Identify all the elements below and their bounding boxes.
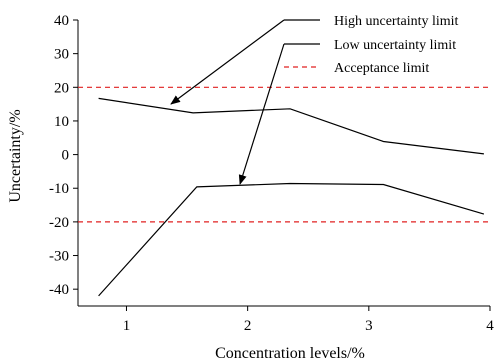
series-line-1 [98, 97, 484, 155]
arrow-high-limit [170, 19, 285, 105]
y-tick-label: -40 [49, 282, 69, 298]
y-tick-label: -20 [49, 215, 69, 231]
x-axis: 1 2 3 4 [78, 305, 494, 334]
y-tick-label: -10 [49, 181, 69, 197]
y-axis: 40 30 20 10 0 -10 -20 -30 -40 [49, 13, 79, 306]
legend-label-2: Low uncertainty limit [334, 38, 456, 53]
legend-label-1: High uncertainty limit [334, 14, 459, 29]
x-tick-label: 4 [486, 318, 494, 334]
x-tick-label: 1 [123, 318, 131, 334]
series-line-2 [98, 182, 485, 297]
x-axis-title: Concentration levels/% [215, 345, 365, 362]
series-group [78, 86, 490, 297]
y-tick-label: 40 [54, 13, 69, 29]
y-tick-label: 0 [62, 148, 70, 164]
legend-label-3: Acceptance limit [334, 61, 429, 76]
y-axis-title: Uncertainty/% [7, 109, 24, 202]
arrow-low-limit [238, 43, 285, 185]
y-tick-label: -30 [49, 249, 69, 265]
x-tick-label: 3 [365, 318, 373, 334]
y-tick-label: 30 [54, 47, 69, 63]
legend: High uncertainty limit Low uncertainty li… [284, 14, 459, 76]
annotation-arrows [170, 19, 285, 185]
y-tick-label: 10 [54, 114, 69, 130]
y-tick-label: 20 [54, 80, 69, 96]
x-tick-label: 2 [244, 318, 252, 334]
